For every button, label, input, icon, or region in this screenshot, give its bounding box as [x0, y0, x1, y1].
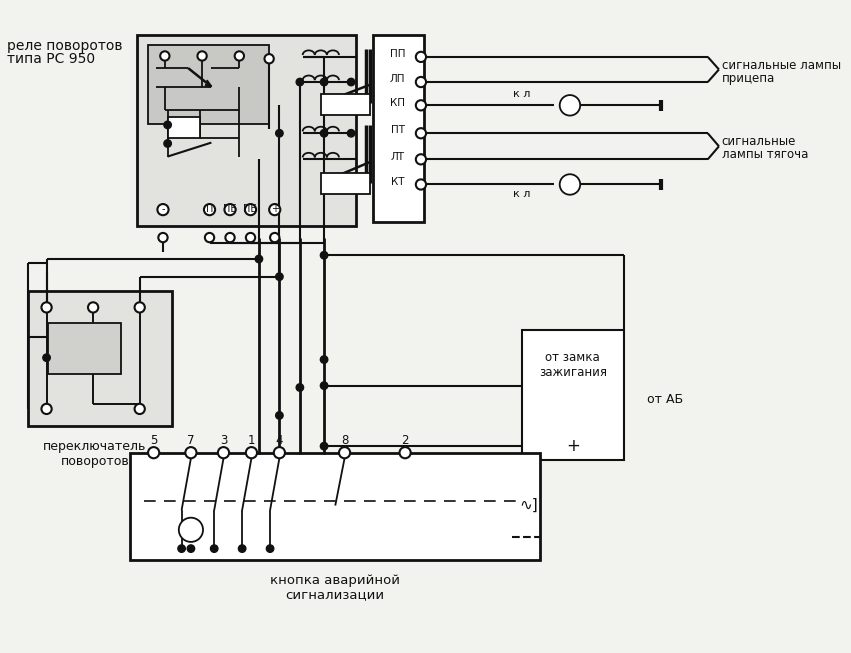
Bar: [49, 323, 121, 374]
Text: ПП: ПП: [390, 49, 405, 59]
Circle shape: [148, 447, 159, 458]
Circle shape: [320, 251, 328, 259]
Text: ЛП: ЛП: [390, 74, 405, 84]
Bar: [168, 118, 200, 138]
Circle shape: [186, 447, 197, 458]
Circle shape: [416, 180, 426, 189]
Bar: [28, 291, 172, 426]
Circle shape: [42, 302, 52, 313]
Circle shape: [276, 129, 283, 137]
Bar: [322, 173, 369, 194]
Circle shape: [226, 233, 235, 242]
Circle shape: [197, 52, 207, 61]
Circle shape: [246, 233, 255, 242]
Text: ∿]: ∿]: [520, 498, 539, 513]
Circle shape: [225, 204, 236, 215]
Bar: [137, 35, 356, 227]
Circle shape: [270, 233, 279, 242]
Bar: [373, 35, 424, 222]
Circle shape: [238, 545, 246, 552]
Circle shape: [347, 129, 355, 137]
Circle shape: [347, 78, 355, 86]
Circle shape: [416, 128, 426, 138]
Circle shape: [560, 174, 580, 195]
Circle shape: [339, 447, 350, 458]
Circle shape: [179, 518, 203, 542]
Text: сигнальные лампы: сигнальные лампы: [722, 59, 841, 72]
Text: 8: 8: [341, 434, 348, 447]
Circle shape: [205, 233, 214, 242]
Text: переключатель
поворотов: переключатель поворотов: [43, 439, 146, 468]
Text: -: -: [161, 204, 165, 214]
Bar: [130, 453, 540, 560]
Text: КТ: КТ: [391, 177, 404, 187]
Text: от замка
зажигания: от замка зажигания: [539, 351, 607, 379]
Text: 5: 5: [150, 434, 157, 447]
Text: к л: к л: [513, 189, 530, 199]
Circle shape: [416, 52, 426, 62]
Text: сигнальные: сигнальные: [722, 135, 797, 148]
Text: КП: КП: [390, 97, 405, 108]
Circle shape: [416, 100, 426, 110]
Circle shape: [164, 140, 171, 147]
Circle shape: [42, 404, 52, 414]
Text: 2: 2: [402, 434, 408, 447]
Circle shape: [158, 233, 168, 242]
Circle shape: [160, 52, 169, 61]
Text: +: +: [271, 204, 279, 214]
Text: от АБ: от АБ: [648, 393, 683, 406]
Bar: [148, 45, 269, 124]
Circle shape: [43, 354, 50, 361]
Circle shape: [320, 356, 328, 363]
Circle shape: [320, 129, 328, 137]
Circle shape: [255, 255, 263, 263]
Circle shape: [265, 54, 274, 63]
Text: к л: к л: [513, 89, 530, 99]
Circle shape: [245, 204, 256, 215]
Text: кнопка аварийной
сигнализации: кнопка аварийной сигнализации: [271, 574, 400, 601]
Bar: [322, 94, 369, 115]
Circle shape: [296, 78, 304, 86]
Text: ЛТ: ЛТ: [391, 151, 405, 161]
Circle shape: [274, 447, 285, 458]
Circle shape: [296, 384, 304, 391]
Circle shape: [320, 443, 328, 450]
Circle shape: [320, 382, 328, 389]
Circle shape: [269, 204, 280, 215]
Circle shape: [276, 273, 283, 280]
Circle shape: [178, 545, 186, 552]
Text: прицепа: прицепа: [722, 72, 775, 85]
Text: 7: 7: [187, 434, 195, 447]
Circle shape: [246, 447, 257, 458]
Circle shape: [187, 545, 195, 552]
Circle shape: [210, 545, 218, 552]
Circle shape: [134, 404, 145, 414]
Circle shape: [235, 52, 244, 61]
Circle shape: [560, 95, 580, 116]
Circle shape: [266, 545, 274, 552]
Circle shape: [164, 121, 171, 129]
Circle shape: [204, 204, 215, 215]
Text: ПТ: ПТ: [391, 125, 405, 135]
Text: ПБ: ПБ: [223, 204, 237, 214]
Text: +: +: [566, 437, 580, 455]
Text: типа РС 950: типа РС 950: [8, 52, 95, 66]
Text: П: П: [206, 204, 214, 214]
Circle shape: [276, 411, 283, 419]
Circle shape: [88, 302, 98, 313]
Bar: [522, 330, 624, 460]
Circle shape: [416, 154, 426, 165]
Text: 3: 3: [220, 434, 227, 447]
Text: реле поворотов: реле поворотов: [8, 39, 123, 53]
Text: лампы тягоча: лампы тягоча: [722, 148, 808, 161]
Circle shape: [157, 204, 168, 215]
Text: 4: 4: [276, 434, 283, 447]
Circle shape: [320, 78, 328, 86]
Circle shape: [134, 302, 145, 313]
Text: ПБ: ПБ: [243, 204, 258, 214]
Text: 1: 1: [248, 434, 255, 447]
Circle shape: [399, 447, 411, 458]
Circle shape: [218, 447, 229, 458]
Circle shape: [416, 77, 426, 87]
